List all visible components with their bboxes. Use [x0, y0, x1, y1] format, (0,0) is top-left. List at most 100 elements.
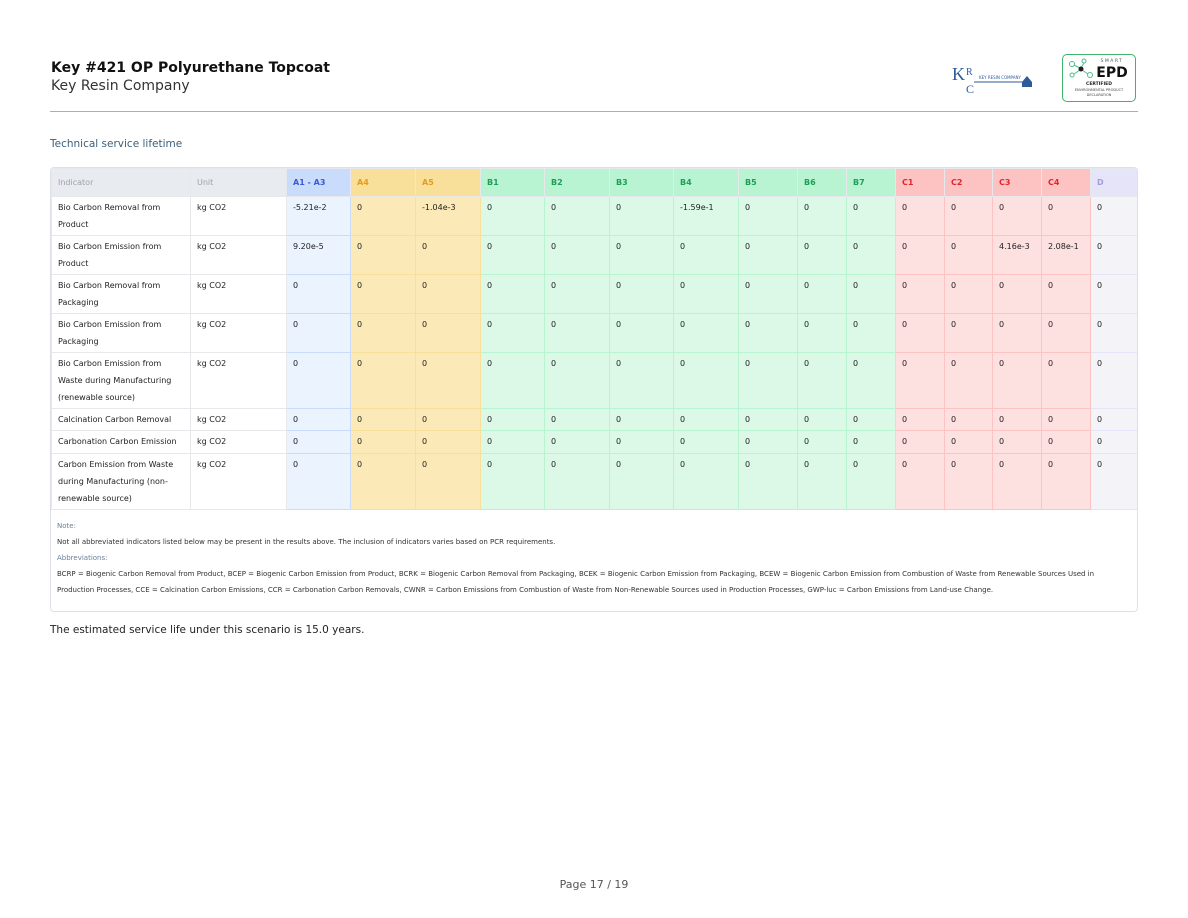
- value-cell: 0: [609, 408, 674, 431]
- column-header-indicator: Indicator: [51, 168, 191, 197]
- unit-cell: kg CO2: [190, 453, 287, 510]
- indicator-cell: Calcination Carbon Removal: [51, 408, 191, 431]
- smart-epd-badge: SMART EPD CERTIFIED ENVIRONMENTAL PRODUC…: [1062, 54, 1136, 102]
- value-cell: 0: [480, 408, 545, 431]
- unit-cell: kg CO2: [190, 352, 287, 409]
- notes-section: Note: Not all abbreviated indicators lis…: [51, 510, 1137, 606]
- value-cell: 0: [609, 430, 674, 454]
- unit-cell: kg CO2: [190, 274, 287, 314]
- biogenic-carbon-table: Indicator Unit A1 - A3 A4 A5 B1 B2 B3 B4 B5 B6 B7 C1…: [51, 168, 1137, 510]
- value-cell: 0: [992, 196, 1042, 236]
- svg-text:KEY RESIN COMPANY: KEY RESIN COMPANY: [979, 75, 1021, 80]
- value-cell: 0: [609, 274, 674, 314]
- value-cell: 0: [415, 408, 481, 431]
- column-header-c4: C4: [1041, 168, 1091, 197]
- value-cell: 0: [544, 196, 610, 236]
- table-row: Bio Carbon Emission from Waste during Ma…: [51, 352, 1137, 409]
- value-cell: 0: [846, 453, 896, 510]
- table-row: Bio Carbon Removal from Packaging kg CO2 0…: [51, 274, 1137, 314]
- value-cell: 0: [797, 196, 847, 236]
- value-cell: 0: [944, 313, 993, 353]
- value-cell: 0: [992, 313, 1042, 353]
- value-cell: 0: [415, 453, 481, 510]
- note-label: Note:: [57, 522, 76, 530]
- value-cell: 0: [350, 235, 416, 275]
- value-cell: 0: [944, 196, 993, 236]
- indicator-cell: Carbonation Carbon Emission: [51, 430, 191, 454]
- value-cell: 0: [944, 352, 993, 409]
- value-cell: 0: [846, 274, 896, 314]
- value-cell: 0: [286, 313, 351, 353]
- value-cell: 0: [992, 453, 1042, 510]
- column-header-a1-a3: A1 - A3: [286, 168, 351, 197]
- column-header-a4: A4: [350, 168, 416, 197]
- value-cell: 0: [944, 408, 993, 431]
- value-cell: 0: [480, 352, 545, 409]
- value-cell: 0: [797, 235, 847, 275]
- column-header-c2: C2: [944, 168, 993, 197]
- value-cell: 0: [992, 274, 1042, 314]
- column-header-b7: B7: [846, 168, 896, 197]
- value-cell: 0: [895, 430, 945, 454]
- value-cell: 0: [544, 313, 610, 353]
- table-header-row: Indicator Unit A1 - A3 A4 A5 B1 B2 B3 B4 B5 B6 B7 C1…: [51, 168, 1137, 197]
- value-cell: 0: [797, 274, 847, 314]
- value-cell: 0: [944, 274, 993, 314]
- column-header-c1: C1: [895, 168, 945, 197]
- value-cell: 0: [846, 352, 896, 409]
- value-cell: 0: [738, 274, 798, 314]
- product-title: Key #421 OP Polyurethane Topcoat: [51, 60, 330, 76]
- value-cell: 0: [415, 235, 481, 275]
- svg-text:CERTIFIED: CERTIFIED: [1086, 81, 1112, 87]
- value-cell: 0: [673, 235, 739, 275]
- value-cell: 0: [673, 352, 739, 409]
- unit-cell: kg CO2: [190, 408, 287, 431]
- value-cell: 0: [480, 274, 545, 314]
- value-cell: 0: [1090, 196, 1137, 236]
- value-cell: 0: [944, 235, 993, 275]
- abbreviations-label: Abbreviations:: [57, 554, 108, 562]
- value-cell: 0: [415, 430, 481, 454]
- value-cell: 0: [609, 453, 674, 510]
- value-cell: 0: [1041, 274, 1091, 314]
- value-cell: 0: [480, 196, 545, 236]
- abbreviations-text: BCRP = Biogenic Carbon Removal from Prod…: [57, 570, 1095, 594]
- results-panel: Indicator Unit A1 - A3 A4 A5 B1 B2 B3 B4 B5 B6 B7 C1…: [50, 167, 1138, 612]
- value-cell: 0: [895, 274, 945, 314]
- value-cell: 0: [797, 408, 847, 431]
- column-header-a5: A5: [415, 168, 481, 197]
- value-cell: 0: [286, 352, 351, 409]
- table-row: Carbon Emission from Waste during Manufa…: [51, 453, 1137, 510]
- value-cell: 0: [286, 408, 351, 431]
- value-cell: 0: [286, 430, 351, 454]
- table-row: Carbonation Carbon Emission kg CO2 0 0 0 0 0 0 0…: [51, 430, 1137, 454]
- value-cell: 0: [609, 196, 674, 236]
- unit-cell: kg CO2: [190, 196, 287, 236]
- value-cell: 0: [846, 313, 896, 353]
- column-header-unit: Unit: [190, 168, 287, 197]
- value-cell: 0: [846, 196, 896, 236]
- value-cell: 0: [544, 453, 610, 510]
- unit-cell: kg CO2: [190, 235, 287, 275]
- value-cell: 0: [544, 352, 610, 409]
- value-cell: 0: [609, 352, 674, 409]
- table-row: Bio Carbon Emission from Product kg CO2 9.…: [51, 235, 1137, 275]
- note-text: Not all abbreviated indicators listed be…: [57, 538, 556, 546]
- value-cell: 0: [992, 430, 1042, 454]
- table-row: Bio Carbon Emission from Packaging kg CO2…: [51, 313, 1137, 353]
- value-cell: 0: [415, 274, 481, 314]
- value-cell: 0: [797, 453, 847, 510]
- value-cell: 0: [350, 274, 416, 314]
- value-cell: 0: [738, 196, 798, 236]
- value-cell: 0: [797, 313, 847, 353]
- column-header-b2: B2: [544, 168, 610, 197]
- value-cell: 0: [415, 352, 481, 409]
- value-cell: 0: [895, 453, 945, 510]
- company-name: Key Resin Company: [51, 78, 190, 94]
- value-cell: 0: [544, 430, 610, 454]
- column-header-b4: B4: [673, 168, 739, 197]
- value-cell: 0: [944, 430, 993, 454]
- value-cell: 0: [673, 274, 739, 314]
- indicator-cell: Bio Carbon Emission from Product: [51, 235, 191, 275]
- value-cell: 0: [738, 235, 798, 275]
